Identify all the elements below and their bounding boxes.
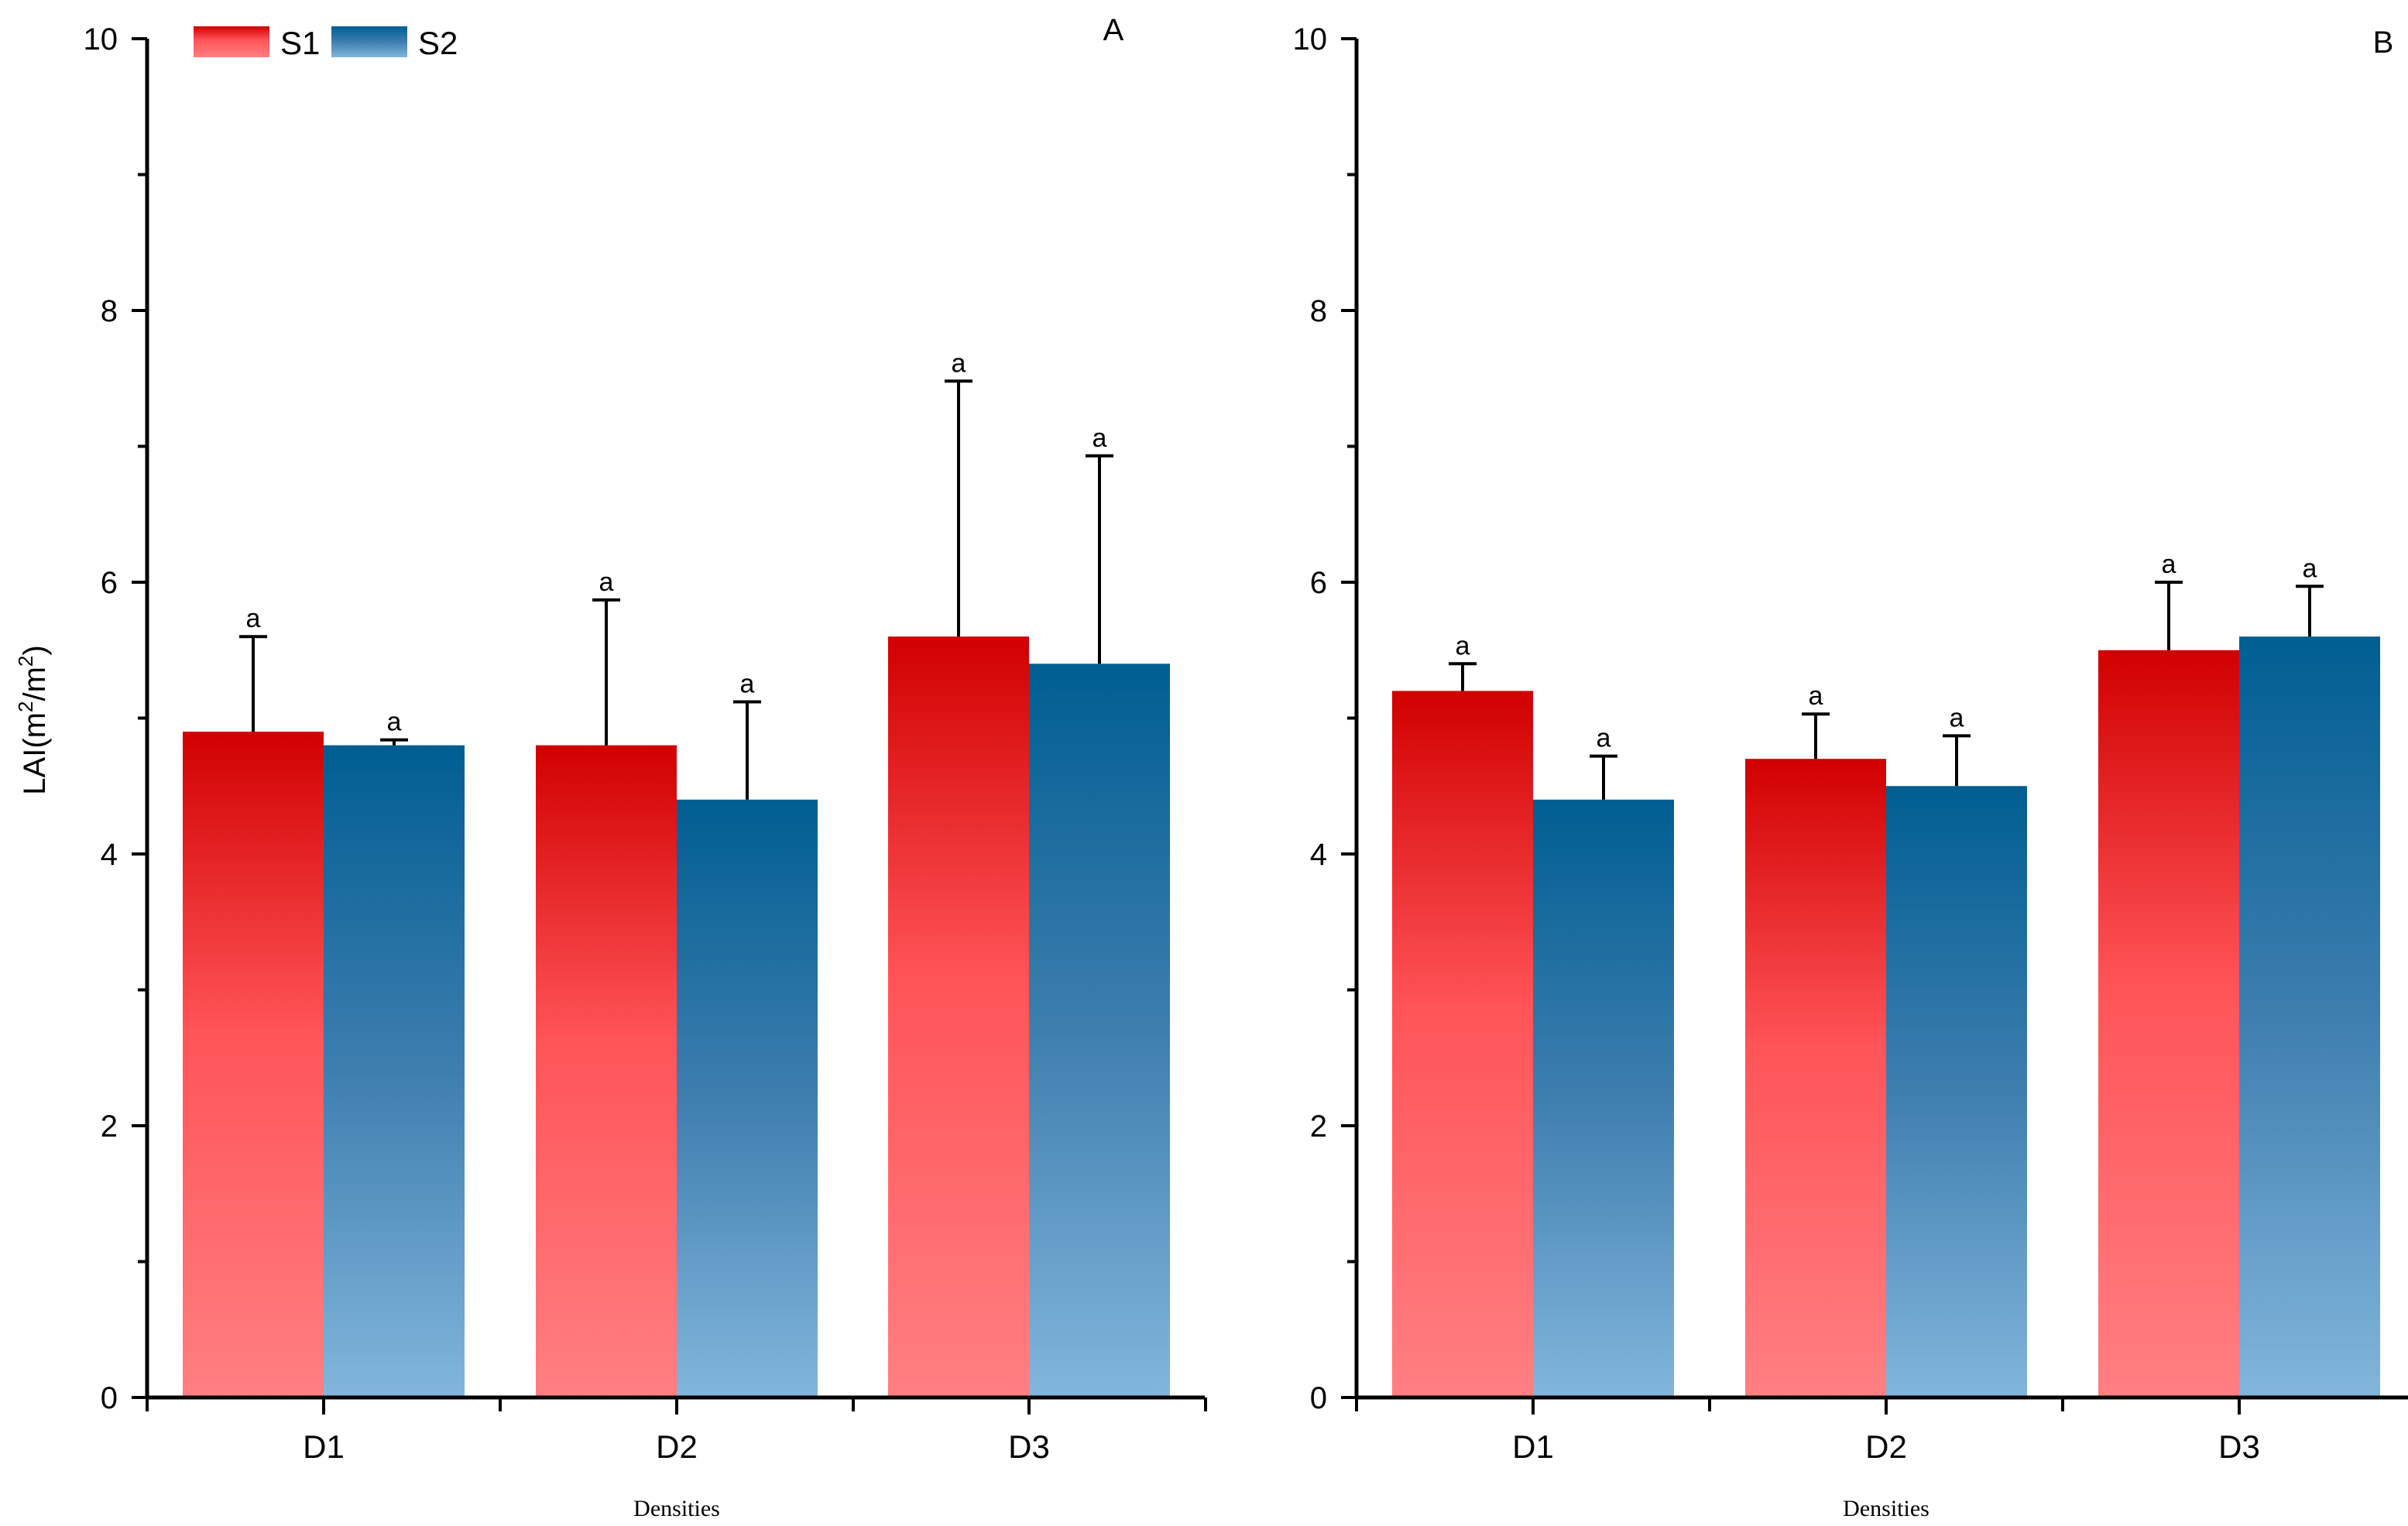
legend-label-s1: S1 bbox=[280, 25, 320, 61]
sig-label-a-s1-d3: a bbox=[952, 348, 966, 378]
legend-swatch-s1 bbox=[194, 26, 269, 57]
y-axis-title: LAI(m2/m2) bbox=[14, 645, 52, 794]
y-tick-label-a-6: 6 bbox=[101, 566, 118, 600]
sig-label-a-s2-d3: a bbox=[1093, 424, 1107, 453]
y-tick-label-a-0: 0 bbox=[101, 1381, 118, 1415]
bar-a-s1-d2 bbox=[536, 745, 677, 1397]
sig-label-b-s2-d2: a bbox=[1950, 703, 1964, 732]
x-tick-label-a-d3: D3 bbox=[1008, 1428, 1050, 1465]
x-tick-label-a-d2: D2 bbox=[656, 1428, 698, 1465]
legend-swatch-s2 bbox=[331, 26, 407, 57]
y-tick-label-b-4: 4 bbox=[1310, 838, 1327, 872]
legend-label-s2: S2 bbox=[418, 25, 458, 61]
y-tick-label-a-10: 10 bbox=[84, 22, 118, 57]
y-tick-label-a-2: 2 bbox=[101, 1109, 118, 1144]
y-tick-label-b-0: 0 bbox=[1310, 1381, 1327, 1415]
y-axis-title-prefix: LAI(m bbox=[18, 712, 52, 795]
x-tick-label-a-d1: D1 bbox=[303, 1428, 345, 1465]
x-tick-label-b-d1: D1 bbox=[1512, 1428, 1554, 1465]
y-axis-title-mid: /m bbox=[18, 667, 52, 701]
x-axis-title-b: Densities bbox=[1843, 1496, 1929, 1521]
sig-label-a-s1-d2: a bbox=[599, 568, 614, 597]
panel-label-b: B bbox=[2373, 26, 2394, 60]
chart-panel-b: a a a a a a 0 2 4 6 8 10 D1 D2 D3 Densities B bbox=[1293, 22, 2408, 1521]
y-tick-label-b-8: 8 bbox=[1310, 294, 1327, 328]
bar-b-s2-d1 bbox=[1533, 799, 1674, 1397]
bar-b-s1-d3 bbox=[2098, 650, 2239, 1397]
bar-a-s2-d1 bbox=[324, 745, 465, 1397]
y-axis-title-suffix: ) bbox=[18, 645, 52, 655]
panel-label-a: A bbox=[1103, 13, 1124, 47]
x-tick-label-b-d3: D3 bbox=[2218, 1428, 2260, 1465]
sig-label-b-s2-d1: a bbox=[1597, 724, 1611, 753]
y-tick-label-b-6: 6 bbox=[1310, 566, 1327, 600]
sig-label-b-s2-d3: a bbox=[2303, 554, 2317, 583]
y-tick-label-a-4: 4 bbox=[101, 838, 118, 872]
y-tick-label-b-10: 10 bbox=[1293, 22, 1328, 57]
sig-label-a-s2-d1: a bbox=[387, 708, 402, 737]
y-axis-title-sup2: 2 bbox=[14, 656, 37, 667]
y-tick-label-a-8: 8 bbox=[101, 294, 118, 328]
bar-b-s1-d1 bbox=[1392, 691, 1533, 1397]
bar-a-s2-d2 bbox=[677, 799, 818, 1397]
bar-b-s1-d2 bbox=[1745, 759, 1886, 1397]
y-tick-label-b-2: 2 bbox=[1310, 1109, 1327, 1144]
x-axis-title-a: Densities bbox=[633, 1496, 720, 1521]
x-tick-label-b-d2: D2 bbox=[1865, 1428, 1907, 1465]
y-axis-title-sup1: 2 bbox=[14, 701, 37, 712]
sig-label-b-s1-d3: a bbox=[2162, 550, 2176, 579]
bar-a-s1-d1 bbox=[183, 732, 324, 1397]
bar-b-s2-d2 bbox=[1886, 786, 2027, 1397]
bar-b-s2-d3 bbox=[2239, 636, 2380, 1397]
chart-panel-a: a a a a a a 0 2 4 6 8 10 D1 D2 D3 Densities A bbox=[84, 13, 1207, 1521]
sig-label-b-s1-d1: a bbox=[1456, 631, 1470, 660]
bar-a-s1-d3 bbox=[888, 636, 1029, 1397]
legend: S1 S2 bbox=[194, 25, 458, 61]
sig-label-a-s2-d2: a bbox=[740, 669, 755, 698]
sig-label-a-s1-d1: a bbox=[246, 604, 261, 633]
sig-label-b-s1-d2: a bbox=[1809, 681, 1823, 711]
bar-a-s2-d3 bbox=[1029, 664, 1170, 1397]
